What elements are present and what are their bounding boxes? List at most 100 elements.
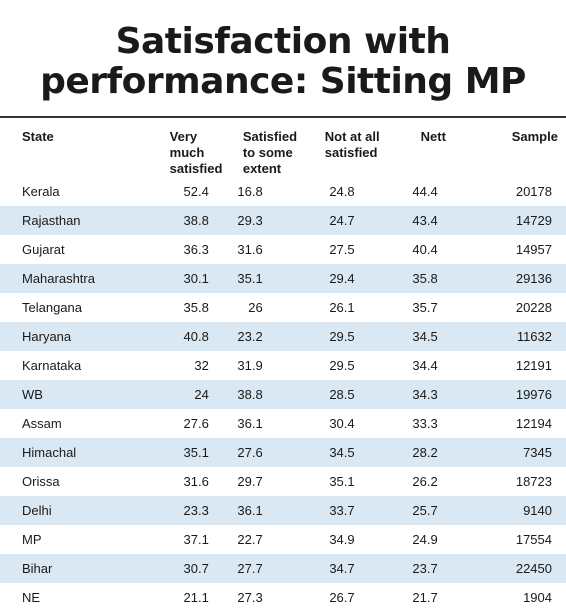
very-much-satisfied-cell: 24 [133, 380, 209, 409]
state-cell: Delhi [0, 496, 134, 525]
very-much-satisfied-cell: 30.7 [133, 554, 209, 583]
satisfied-some-extent-cell: 35.1 [208, 264, 301, 293]
table-row: WB 24 38.8 28.5 34.3 19976 [0, 380, 566, 409]
sample-cell: 20228 [515, 300, 552, 315]
not-at-all-satisfied-cell: 34.7 [300, 554, 393, 583]
very-much-satisfied-cell: 36.3 [183, 242, 209, 257]
table-row: Maharashtra 30.1 35.1 29.4 35.8 29136 [0, 264, 566, 293]
sample-cell: 14957 [515, 242, 552, 257]
satisfied-some-extent-cell: 29.7 [237, 474, 263, 489]
nett-cell: 33.3 [412, 416, 438, 431]
table-body: Kerala 52.4 16.8 24.8 44.4 20178 Rajasthan 38.8… [0, 177, 566, 612]
not-at-all-satisfied-cell: 34.5 [300, 438, 393, 467]
not-at-all-satisfied-cell: 30.4 [329, 416, 355, 431]
sample-cell: 20178 [515, 184, 552, 199]
chart-title-line-2: performance: Sitting MP [40, 61, 526, 102]
state-cell: Haryana [0, 322, 134, 351]
satisfied-some-extent-cell: 27.3 [237, 590, 263, 605]
sample-cell: 22450 [465, 554, 566, 583]
header-rule [0, 116, 566, 118]
sample-cell: 17554 [515, 532, 552, 547]
state-cell: Telangana [22, 300, 82, 315]
state-cell: Orissa [22, 474, 60, 489]
state-cell: Assam [22, 416, 62, 431]
table-row: Karnataka 32 31.9 29.5 34.4 12191 [0, 351, 566, 380]
nett-cell: 44.4 [412, 184, 438, 199]
not-at-all-satisfied-cell: 24.8 [329, 184, 355, 199]
table-row: Telangana 35.8 26 26.1 35.7 20228 [0, 293, 566, 322]
sample-cell: 7345 [465, 438, 566, 467]
sample-cell: 29136 [465, 264, 566, 293]
very-much-satisfied-cell: 40.8 [133, 322, 209, 351]
not-at-all-satisfied-cell: 35.1 [329, 474, 355, 489]
sample-cell: 1904 [523, 590, 552, 605]
table-row: NE 21.1 27.3 26.7 21.7 1904 [0, 583, 566, 612]
state-cell: WB [0, 380, 134, 409]
nett-cell: 34.3 [392, 380, 466, 409]
column-header-very-much-satisfied: Very much satisfied [169, 129, 223, 176]
nett-cell: 28.2 [392, 438, 466, 467]
table-row: Kerala 52.4 16.8 24.8 44.4 20178 [0, 177, 566, 206]
very-much-satisfied-cell: 52.4 [183, 184, 209, 199]
satisfied-some-extent-cell: 29.3 [208, 206, 301, 235]
sample-cell: 19976 [465, 380, 566, 409]
sample-cell: 18723 [515, 474, 552, 489]
table-row: Gujarat 36.3 31.6 27.5 40.4 14957 [0, 235, 566, 264]
state-cell: Kerala [22, 184, 60, 199]
column-header-satisfied-some-extent: Satisfied to some extent [242, 129, 298, 176]
very-much-satisfied-cell: 32 [194, 358, 209, 373]
state-cell: MP [22, 532, 42, 547]
not-at-all-satisfied-cell: 29.5 [329, 358, 355, 373]
chart-title: Satisfaction with performance: Sitting M… [10, 22, 556, 102]
column-header-nett: Nett [420, 129, 446, 144]
nett-cell: 43.4 [392, 206, 466, 235]
sample-cell: 12191 [515, 358, 552, 373]
not-at-all-satisfied-cell: 33.7 [300, 496, 393, 525]
sample-cell: 9140 [465, 496, 566, 525]
very-much-satisfied-cell: 38.8 [133, 206, 209, 235]
state-cell: Himachal [0, 438, 134, 467]
satisfied-some-extent-cell: 26 [248, 300, 263, 315]
very-much-satisfied-cell: 31.6 [183, 474, 209, 489]
satisfied-some-extent-cell: 36.1 [208, 496, 301, 525]
column-header-sample: Sample [511, 129, 558, 144]
not-at-all-satisfied-cell: 26.7 [329, 590, 355, 605]
satisfied-some-extent-cell: 36.1 [237, 416, 263, 431]
satisfied-some-extent-cell: 27.6 [208, 438, 301, 467]
satisfied-some-extent-cell: 31.6 [237, 242, 263, 257]
satisfied-some-extent-cell: 23.2 [208, 322, 301, 351]
very-much-satisfied-cell: 27.6 [183, 416, 209, 431]
nett-cell: 25.7 [392, 496, 466, 525]
very-much-satisfied-cell: 30.1 [133, 264, 209, 293]
table-row: MP 37.1 22.7 34.9 24.9 17554 [0, 525, 566, 554]
table-row: Himachal 35.1 27.6 34.5 28.2 7345 [0, 438, 566, 467]
nett-cell: 23.7 [392, 554, 466, 583]
nett-cell: 40.4 [412, 242, 438, 257]
satisfied-some-extent-cell: 38.8 [208, 380, 301, 409]
column-header-not-at-all-satisfied: Not at all satisfied [324, 129, 380, 160]
state-cell: Karnataka [22, 358, 82, 373]
very-much-satisfied-cell: 35.1 [133, 438, 209, 467]
state-cell: Bihar [0, 554, 134, 583]
satisfied-some-extent-cell: 22.7 [237, 532, 263, 547]
satisfaction-table: State Very much satisfied Satisfied to s… [0, 118, 566, 612]
column-header-state: State [22, 129, 54, 144]
table-header-row: State Very much satisfied Satisfied to s… [0, 118, 566, 177]
chart-title-line-1: Satisfaction with [115, 21, 451, 62]
nett-cell: 35.8 [392, 264, 466, 293]
satisfied-some-extent-cell: 31.9 [237, 358, 263, 373]
nett-cell: 21.7 [412, 590, 438, 605]
table-row: Orissa 31.6 29.7 35.1 26.2 18723 [0, 467, 566, 496]
table-row: Bihar 30.7 27.7 34.7 23.7 22450 [0, 554, 566, 583]
satisfied-some-extent-cell: 27.7 [208, 554, 301, 583]
not-at-all-satisfied-cell: 24.7 [300, 206, 393, 235]
table-row: Rajasthan 38.8 29.3 24.7 43.4 14729 [0, 206, 566, 235]
sample-cell: 14729 [465, 206, 566, 235]
table-row: Delhi 23.3 36.1 33.7 25.7 9140 [0, 496, 566, 525]
state-cell: Rajasthan [0, 206, 134, 235]
very-much-satisfied-cell: 21.1 [183, 590, 209, 605]
nett-cell: 34.4 [412, 358, 438, 373]
not-at-all-satisfied-cell: 29.5 [300, 322, 393, 351]
nett-cell: 26.2 [412, 474, 438, 489]
sample-cell: 12194 [515, 416, 552, 431]
